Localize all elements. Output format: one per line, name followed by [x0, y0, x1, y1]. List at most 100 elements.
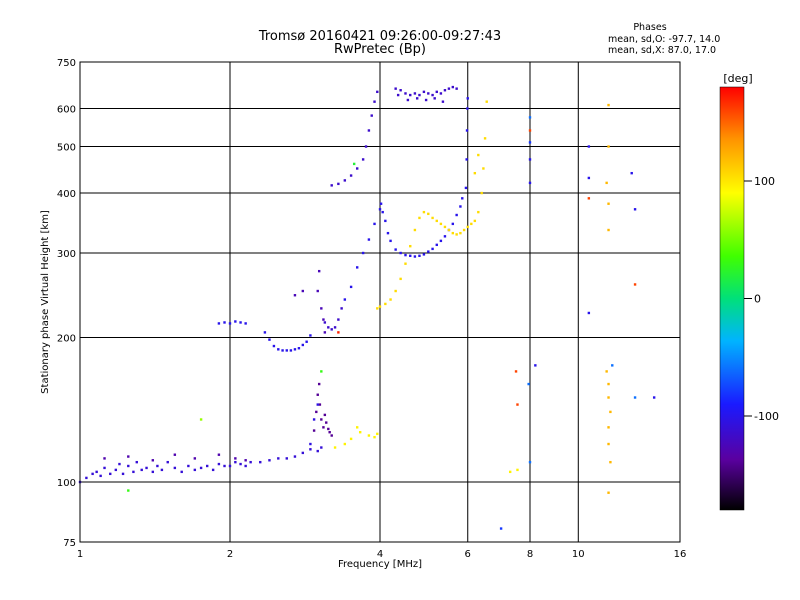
x-tick-label: 6: [465, 549, 471, 560]
data-point: [465, 129, 469, 132]
y-tick-label: 75: [63, 538, 76, 549]
x-tick-label: 16: [674, 549, 687, 560]
data-point: [459, 231, 462, 235]
data-point: [443, 89, 447, 92]
data-point: [455, 233, 458, 236]
data-point: [470, 222, 473, 226]
data-point: [516, 468, 519, 472]
data-point: [376, 432, 379, 436]
data-point: [323, 331, 327, 334]
x-axis-label: Frequency [MHz]: [338, 559, 422, 570]
data-point: [355, 167, 359, 170]
data-point: [193, 457, 197, 460]
data-point: [293, 455, 297, 458]
data-point: [461, 197, 464, 200]
data-point: [103, 457, 106, 460]
data-point: [361, 158, 365, 161]
colorbar-ticks: 100 0 -100: [744, 175, 779, 423]
data-point: [464, 186, 468, 190]
data-point: [193, 468, 197, 472]
data-point: [309, 448, 312, 451]
data-point: [409, 254, 412, 258]
data-point: [427, 250, 430, 253]
data-point: [422, 253, 426, 256]
data-point: [151, 470, 155, 474]
data-point: [228, 322, 232, 325]
data-point: [121, 472, 125, 476]
colorbar-tick-label: 100: [754, 175, 775, 188]
data-point: [609, 460, 612, 464]
data-point: [431, 216, 434, 220]
data-point: [320, 418, 323, 421]
data-point: [114, 468, 118, 472]
data-point: [630, 171, 633, 175]
data-point: [127, 464, 130, 468]
data-point: [435, 243, 438, 247]
data-point: [386, 231, 390, 235]
data-point: [443, 235, 447, 238]
data-point: [132, 470, 135, 474]
data-point: [343, 442, 347, 446]
data-point: [418, 254, 421, 258]
data-point: [404, 92, 407, 95]
data-point: [199, 466, 203, 470]
data-point: [349, 285, 353, 289]
data-point: [607, 396, 610, 399]
data-point: [451, 222, 455, 226]
data-point: [394, 87, 397, 90]
data-point: [244, 464, 247, 468]
data-point: [455, 213, 458, 217]
y-axis-label: Stationary phase Virtual Height [km]: [40, 210, 51, 394]
x-tick-label: 2: [227, 549, 233, 560]
data-point: [455, 87, 458, 90]
data-point: [587, 145, 591, 148]
data-point: [435, 219, 438, 223]
data-point: [424, 98, 428, 102]
data-point: [281, 349, 284, 352]
phases-o-stats: mean, sd,O: -97.7, 14.0: [608, 34, 720, 45]
data-point: [234, 320, 237, 323]
data-point: [404, 253, 407, 257]
data-point: [109, 472, 112, 476]
data-point: [427, 212, 430, 216]
data-point: [99, 474, 102, 478]
data-point: [309, 334, 312, 337]
data-point: [91, 472, 94, 476]
data-point: [259, 460, 262, 464]
data-point: [477, 210, 480, 214]
data-point: [466, 107, 469, 110]
data-point: [309, 442, 312, 446]
data-point: [355, 426, 359, 429]
data-point: [466, 225, 469, 229]
data-point: [301, 343, 305, 347]
data-point: [514, 370, 518, 373]
data-point: [301, 451, 305, 455]
data-point: [435, 90, 438, 94]
data-point: [399, 277, 402, 281]
data-point: [384, 302, 387, 306]
y-axis-ticks: 75 100 200 300 400 500 600 750: [57, 58, 76, 549]
data-point: [327, 326, 330, 329]
data-point: [320, 446, 323, 449]
data-point: [477, 153, 480, 157]
data-point: [451, 231, 455, 235]
colorbar-tick-label: 0: [754, 293, 761, 306]
data-point: [217, 322, 221, 325]
data-point: [381, 210, 384, 214]
data-point: [297, 347, 301, 350]
data-point: [373, 435, 376, 439]
data-point: [127, 489, 130, 492]
data-point: [378, 208, 382, 211]
data-point: [343, 298, 347, 301]
data-point: [323, 413, 327, 417]
data-point: [358, 431, 362, 434]
data-point: [394, 289, 397, 293]
data-point: [244, 322, 247, 325]
data-point: [609, 410, 612, 414]
data-point: [447, 228, 451, 232]
data-point: [318, 403, 322, 406]
data-point: [118, 462, 121, 466]
data-point: [244, 459, 247, 462]
data-point: [409, 244, 412, 248]
data-point: [396, 93, 400, 97]
